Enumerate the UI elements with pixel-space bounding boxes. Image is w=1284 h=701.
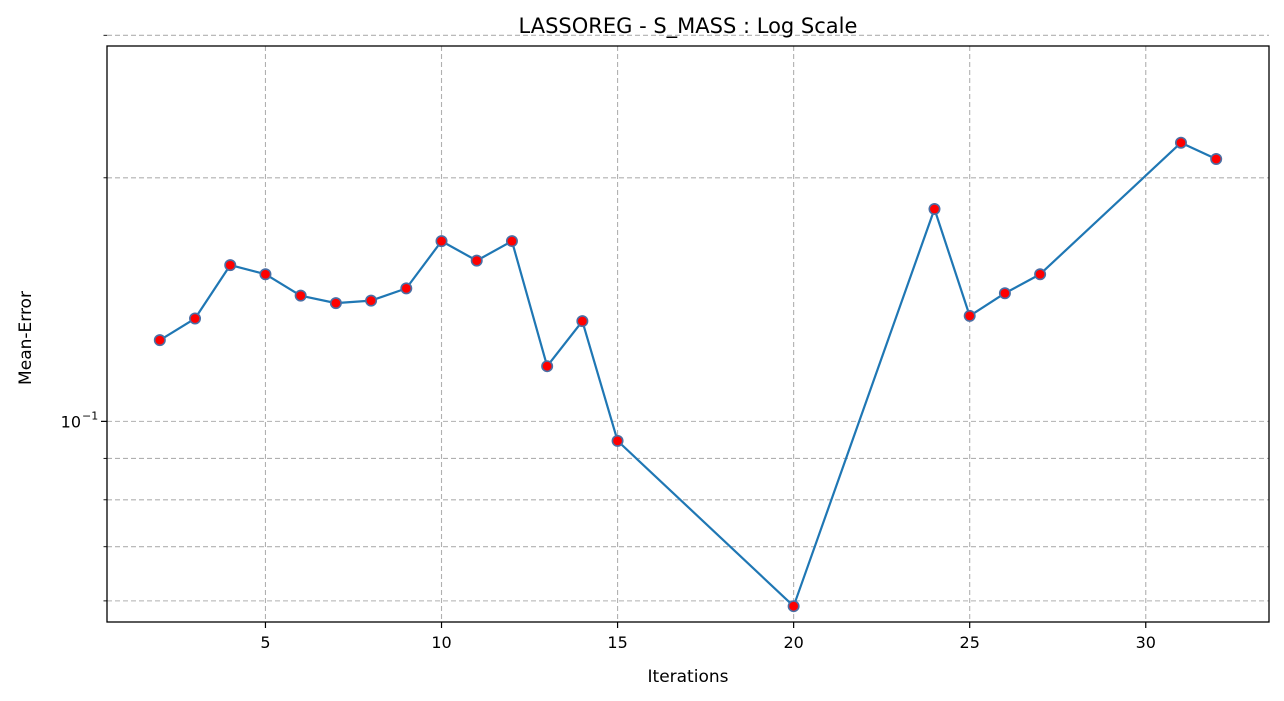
data-point	[224, 259, 237, 272]
chart-title: LASSOREG - S_MASS : Log Scale	[519, 14, 858, 39]
x-tick-label: 25	[960, 633, 980, 652]
data-point	[329, 297, 342, 310]
x-tick-label: 30	[1136, 633, 1156, 652]
data-point	[611, 434, 624, 447]
data-point	[1034, 268, 1047, 281]
data-point	[400, 282, 413, 295]
grid-lines	[107, 34, 1269, 622]
data-point	[470, 254, 483, 267]
x-tick-label: 5	[260, 633, 270, 652]
y-tick-label-exponent: −1	[82, 409, 98, 422]
y-axis-label: Mean-Error	[16, 291, 36, 385]
data-point	[963, 309, 976, 322]
data-point	[365, 294, 378, 307]
data-point	[153, 334, 166, 347]
data-point	[1174, 136, 1187, 149]
x-tick-label: 15	[607, 633, 627, 652]
data-point	[1210, 152, 1223, 165]
plot-frame	[106, 45, 1270, 623]
y-tick-label: 10	[61, 412, 81, 431]
x-axis-label: Iterations	[648, 667, 729, 687]
data-point	[787, 600, 800, 613]
x-tick-label: 10	[431, 633, 451, 652]
data-point	[928, 202, 941, 215]
x-tick-label: 20	[783, 633, 803, 652]
series-layer	[153, 136, 1223, 613]
data-point	[294, 289, 307, 302]
data-point	[435, 235, 448, 248]
data-point	[541, 360, 554, 373]
data-point	[576, 315, 589, 328]
data-point	[505, 235, 518, 248]
data-point	[189, 312, 202, 325]
data-point	[998, 287, 1011, 300]
data-point	[259, 268, 272, 281]
